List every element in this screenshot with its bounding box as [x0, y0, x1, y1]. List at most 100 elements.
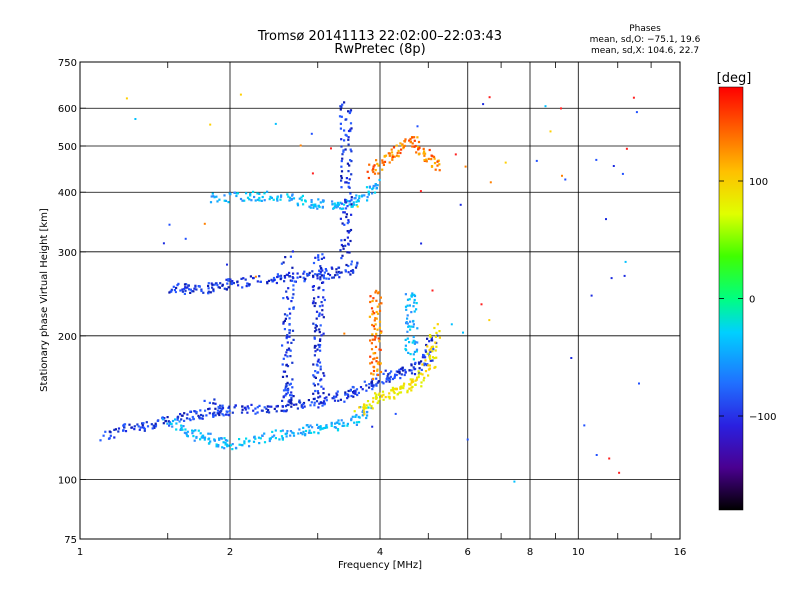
data-point	[290, 300, 293, 303]
data-point	[308, 429, 311, 432]
noise-point	[544, 105, 547, 108]
data-point	[220, 437, 223, 440]
data-point	[319, 278, 322, 281]
data-point	[378, 392, 381, 395]
data-point	[296, 272, 299, 275]
data-point	[258, 442, 261, 445]
data-point	[269, 195, 272, 198]
data-point	[223, 437, 226, 440]
data-point	[408, 369, 411, 372]
data-point	[430, 336, 433, 339]
data-point	[366, 400, 370, 403]
data-point	[228, 405, 231, 408]
data-point	[376, 381, 379, 384]
data-point	[204, 409, 207, 412]
data-point	[288, 271, 291, 274]
data-point	[309, 404, 312, 407]
data-point	[319, 267, 323, 270]
data-point	[282, 410, 286, 413]
data-point	[284, 387, 287, 390]
data-point	[374, 183, 377, 186]
data-point	[323, 298, 326, 302]
data-point	[386, 375, 389, 378]
data-point	[300, 196, 303, 199]
data-point	[282, 322, 285, 325]
data-point	[235, 194, 238, 198]
data-point	[189, 288, 192, 291]
data-point	[263, 441, 267, 444]
data-point	[245, 285, 248, 288]
data-point	[292, 403, 296, 406]
data-point	[272, 279, 275, 282]
data-point	[406, 337, 409, 340]
data-point	[370, 406, 373, 410]
data-point	[395, 370, 398, 373]
data-point	[411, 145, 414, 148]
data-point	[217, 412, 220, 415]
data-point	[192, 417, 195, 420]
data-point	[435, 345, 438, 348]
data-point	[413, 350, 416, 353]
noise-point	[226, 263, 228, 266]
data-point	[210, 195, 213, 198]
data-point	[207, 284, 210, 287]
data-point	[246, 196, 250, 199]
x-tick-label: 2	[227, 547, 233, 558]
data-point	[369, 300, 372, 304]
data-point	[291, 296, 294, 299]
data-point	[377, 172, 380, 175]
data-point	[368, 403, 371, 406]
data-point	[431, 155, 434, 158]
data-point	[349, 228, 353, 232]
data-point	[268, 439, 271, 443]
data-point	[310, 204, 313, 207]
data-point	[258, 275, 261, 278]
data-point	[368, 383, 371, 386]
data-point	[312, 363, 315, 366]
data-point	[340, 170, 344, 173]
data-point	[406, 317, 409, 320]
data-point	[337, 419, 340, 422]
data-point	[432, 348, 435, 351]
data-point	[347, 143, 350, 146]
data-point	[313, 431, 316, 434]
data-point	[225, 413, 228, 416]
data-point	[374, 323, 377, 326]
data-point	[341, 157, 344, 160]
data-point	[330, 424, 333, 427]
data-point	[181, 414, 184, 417]
data-point	[231, 280, 234, 283]
data-point	[117, 430, 120, 433]
data-point	[312, 203, 315, 206]
data-point	[395, 373, 398, 377]
data-point	[181, 428, 184, 431]
data-point	[310, 201, 313, 204]
data-point	[181, 290, 184, 293]
data-point	[194, 285, 197, 288]
data-point	[370, 361, 374, 364]
data-point	[420, 381, 423, 384]
data-point	[183, 292, 186, 295]
data-point	[423, 150, 426, 153]
data-point	[343, 203, 346, 206]
data-point	[317, 254, 320, 257]
data-point	[375, 317, 378, 320]
data-point	[410, 386, 413, 389]
data-point	[414, 361, 417, 364]
data-point	[365, 186, 369, 189]
data-point	[347, 182, 350, 185]
colorbar-tick-label: 0	[749, 295, 755, 306]
data-point	[374, 352, 377, 355]
data-point	[376, 369, 379, 372]
data-point	[253, 436, 256, 439]
data-point	[344, 269, 347, 272]
data-point	[314, 370, 317, 373]
data-point	[391, 386, 394, 389]
noise-point	[623, 274, 626, 277]
data-point	[322, 400, 326, 403]
data-point	[390, 370, 393, 373]
data-point	[380, 302, 383, 305]
data-point	[382, 393, 385, 396]
data-point	[288, 199, 291, 202]
